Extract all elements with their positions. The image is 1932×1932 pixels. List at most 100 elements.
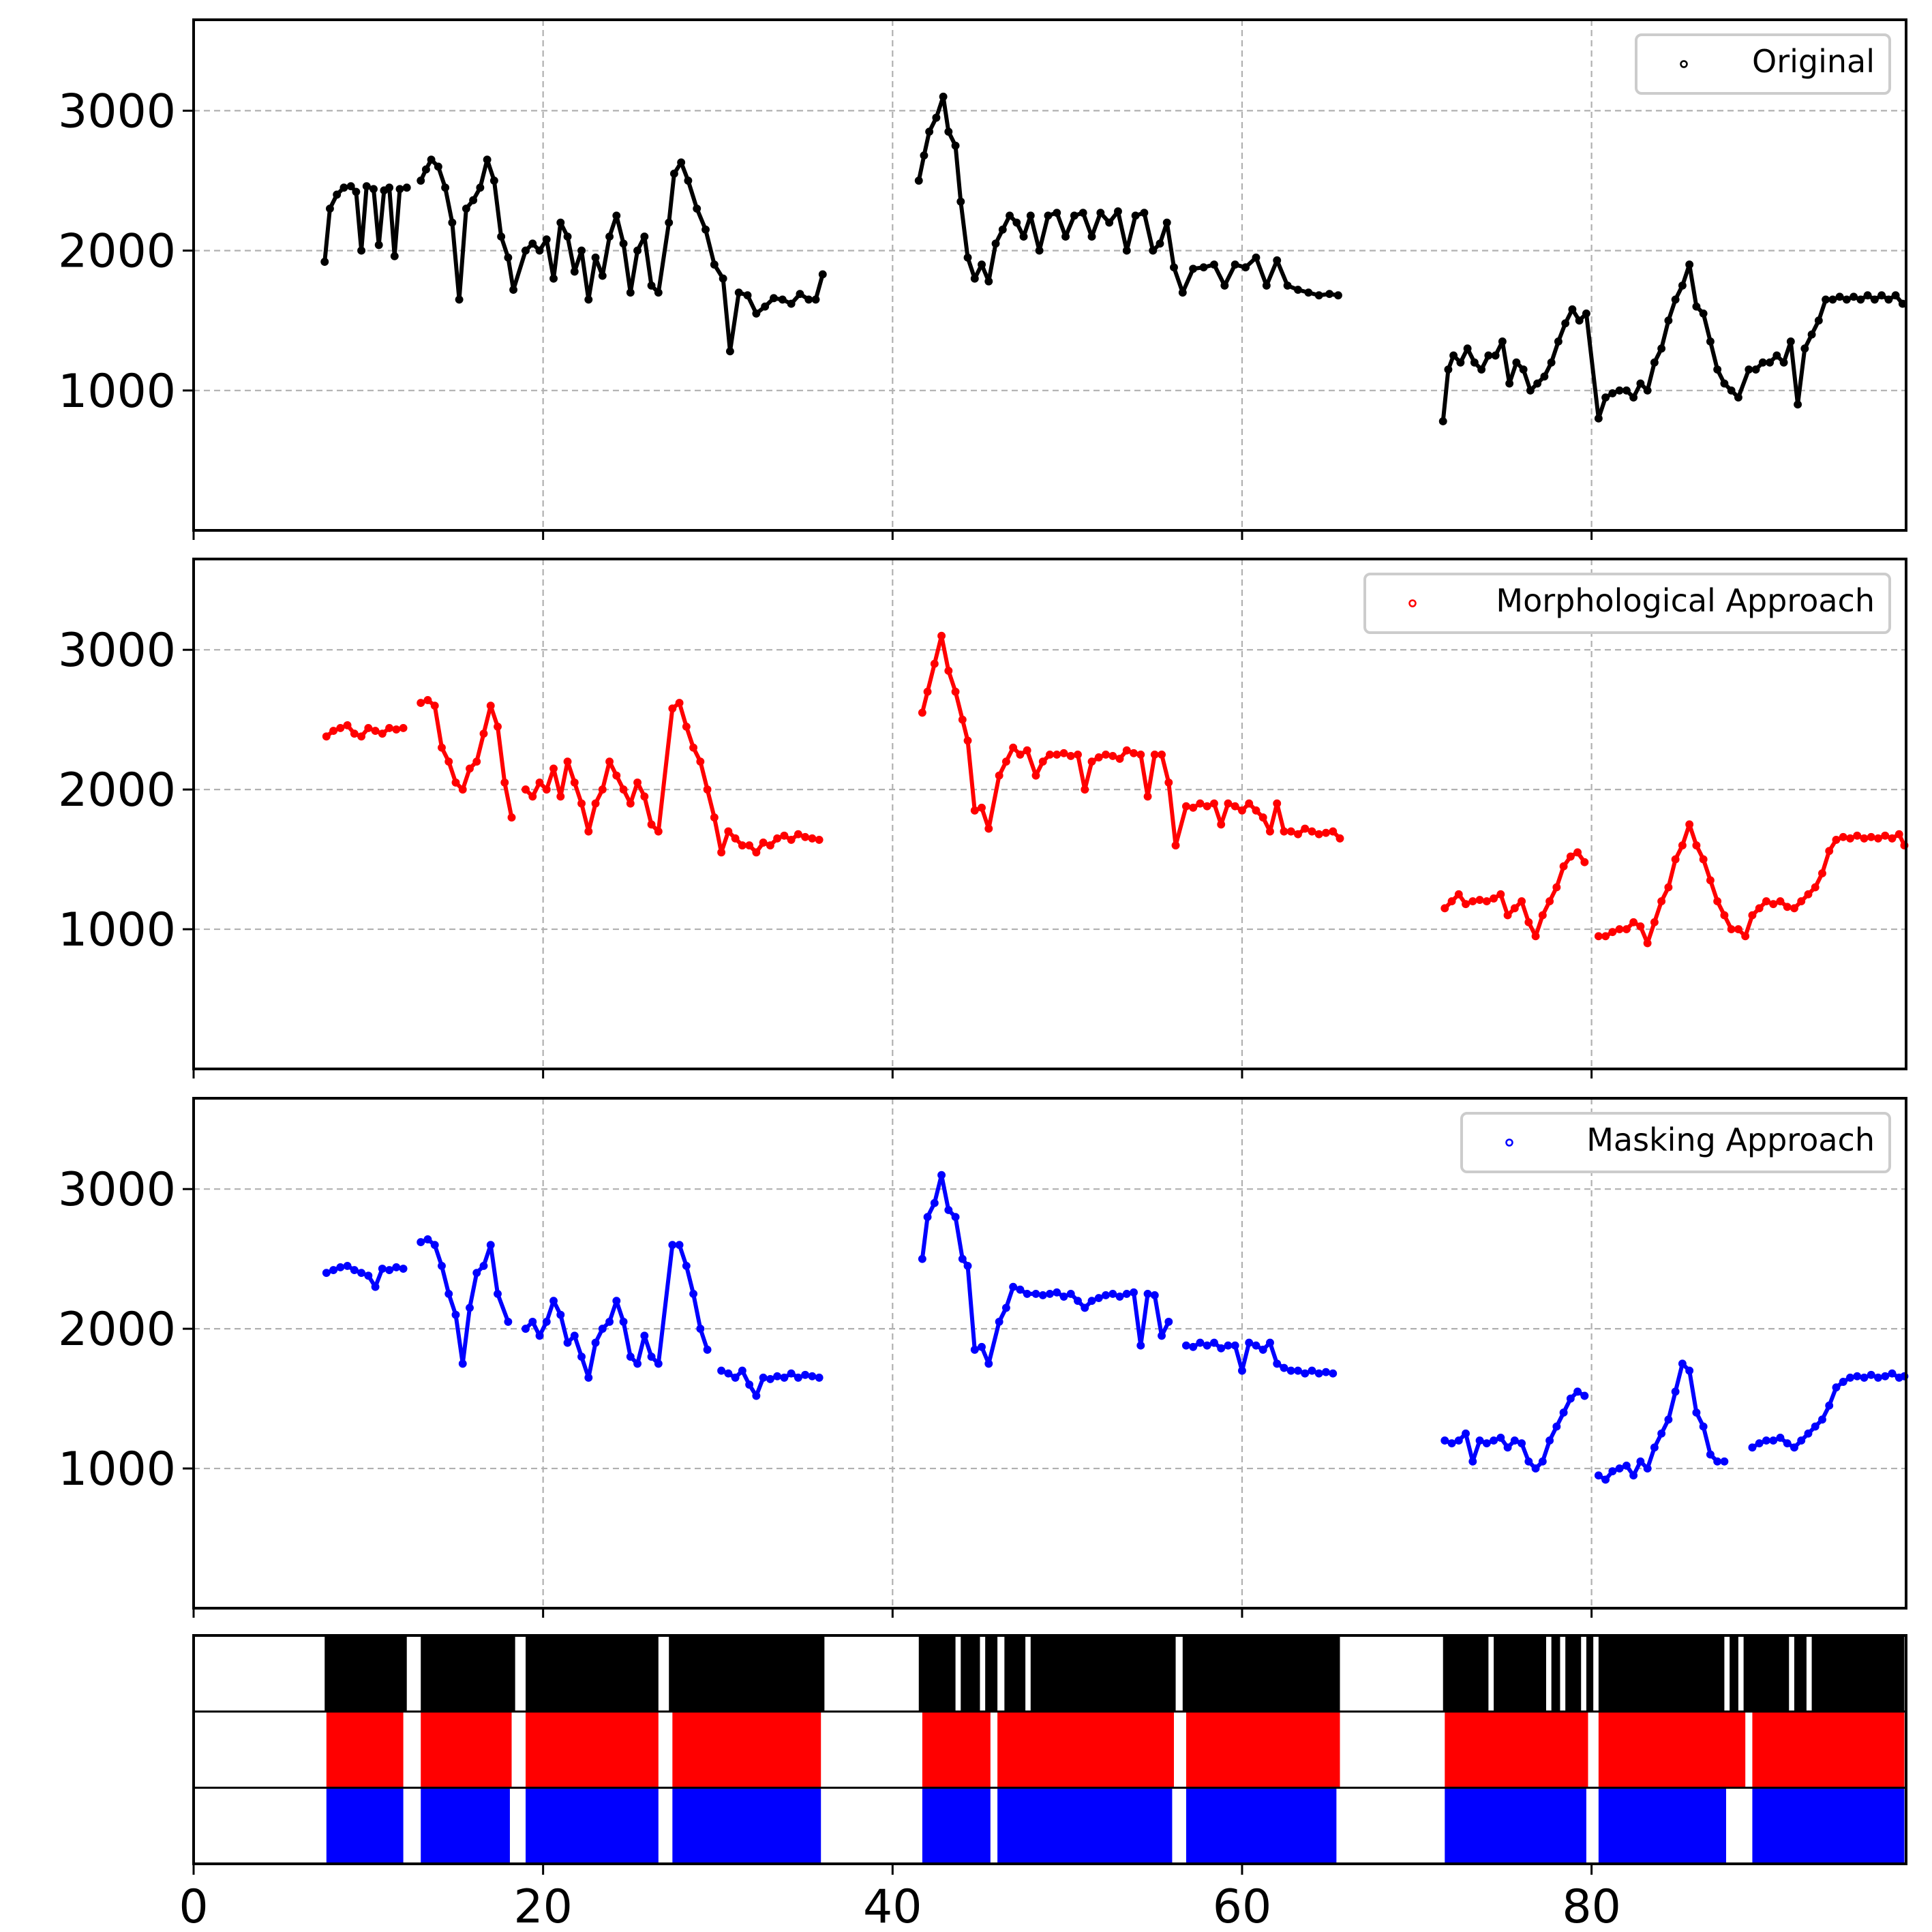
data-trace <box>1708 339 1720 372</box>
panel-morphological-approach: 1000 2000 3000 Morphological Approach <box>58 558 1909 1078</box>
data-trace <box>558 1312 570 1345</box>
data-trace <box>322 207 332 265</box>
data-trace <box>359 184 369 253</box>
data-trace <box>552 766 563 799</box>
data-trace <box>986 1319 1001 1366</box>
data-trace <box>502 780 514 820</box>
raster-segment <box>1443 1635 1489 1712</box>
data-trace <box>1264 258 1280 288</box>
data-trace <box>704 227 716 267</box>
data-trace <box>642 235 654 288</box>
raster-segment <box>1752 1787 1905 1864</box>
plot-frame <box>192 18 1907 532</box>
data-trace <box>1267 801 1280 834</box>
x-tick-label: 20 <box>513 1880 573 1932</box>
data-trace <box>1464 1431 1475 1464</box>
data-point <box>399 1265 408 1273</box>
raster-segment <box>922 1787 991 1864</box>
data-trace <box>727 290 741 354</box>
data-trace <box>1736 367 1751 400</box>
data-trace <box>1687 1368 1699 1415</box>
data-trace <box>457 207 468 302</box>
data-trace <box>1701 311 1712 344</box>
data-trace <box>586 801 598 834</box>
data-trace <box>481 704 493 736</box>
data-trace <box>932 1173 944 1205</box>
data-trace <box>684 1263 696 1296</box>
data-trace <box>667 171 676 225</box>
data-trace <box>1055 211 1068 239</box>
data-trace <box>1083 759 1094 792</box>
raster-segment <box>526 1711 659 1788</box>
y-tick-label: 2000 <box>58 225 176 279</box>
data-trace <box>621 241 633 295</box>
legend-label: Morphological Approach <box>1496 582 1875 619</box>
x-tick-label: 60 <box>1213 1880 1272 1932</box>
raster-segment <box>1004 1635 1026 1712</box>
data-trace <box>1659 318 1671 351</box>
raster-segment <box>1598 1711 1746 1788</box>
data-trace <box>986 773 1001 831</box>
data-trace <box>579 248 591 302</box>
data-trace <box>920 1215 930 1261</box>
data-trace <box>1152 1293 1164 1338</box>
y-tick-label: 3000 <box>58 85 176 138</box>
data-trace <box>1687 262 1699 309</box>
data-trace <box>813 272 825 302</box>
data-trace <box>506 255 516 292</box>
data-trace <box>1173 804 1188 848</box>
data-trace <box>705 787 716 820</box>
data-trace <box>953 1215 965 1261</box>
legend-box <box>1363 573 1891 634</box>
y-tick-label: 1000 <box>58 903 176 957</box>
data-trace <box>916 153 926 183</box>
data-trace <box>1025 748 1038 778</box>
raster-segment <box>922 1711 991 1788</box>
raster-segment <box>1730 1635 1738 1712</box>
data-point <box>1329 1369 1338 1378</box>
data-point <box>399 724 408 732</box>
data-trace <box>959 199 970 260</box>
raster-segment <box>421 1711 512 1788</box>
data-trace <box>488 1243 500 1296</box>
raster-segment <box>526 1787 659 1864</box>
data-point <box>504 1317 513 1326</box>
legend-label: Masking Approach <box>1586 1121 1875 1158</box>
raster-segment <box>1743 1635 1790 1712</box>
data-point <box>1164 1317 1173 1326</box>
raster-segment <box>324 1635 407 1712</box>
data-trace <box>1796 346 1807 407</box>
data-trace <box>478 157 489 190</box>
data-trace <box>492 178 504 239</box>
raster-segment <box>421 1635 515 1712</box>
raster-segment <box>1598 1635 1725 1712</box>
data-trace <box>953 689 965 722</box>
data-trace <box>1115 209 1129 253</box>
panel-original: 1000 2000 3000 Original <box>58 18 1907 540</box>
data-trace <box>986 241 998 284</box>
y-tick-label: 3000 <box>58 1163 176 1217</box>
data-trace <box>1254 255 1269 288</box>
raster-segment <box>997 1711 1174 1788</box>
panel-event-raster: 0 20 40 60 80 <box>179 1634 1907 1932</box>
legend-box <box>1635 33 1891 95</box>
data-trace <box>656 706 675 834</box>
data-trace <box>712 815 724 855</box>
data-trace <box>496 1291 511 1324</box>
data-trace <box>1124 213 1138 253</box>
panel-masking-approach: 1000 2000 3000 Masking Approach <box>58 1097 1909 1618</box>
data-trace <box>565 235 577 274</box>
raster-segment <box>1811 1635 1905 1712</box>
raster-segment <box>1598 1787 1726 1864</box>
data-point <box>507 813 516 822</box>
data-trace <box>432 704 444 750</box>
y-tick-label: 2000 <box>58 764 176 817</box>
data-trace <box>1500 339 1512 386</box>
plot-frame <box>192 558 1907 1070</box>
data-trace <box>698 759 710 792</box>
data-point <box>1335 834 1344 843</box>
data-point <box>703 1345 712 1354</box>
data-trace <box>511 248 528 292</box>
data-trace <box>939 633 951 673</box>
data-trace <box>1145 752 1157 799</box>
